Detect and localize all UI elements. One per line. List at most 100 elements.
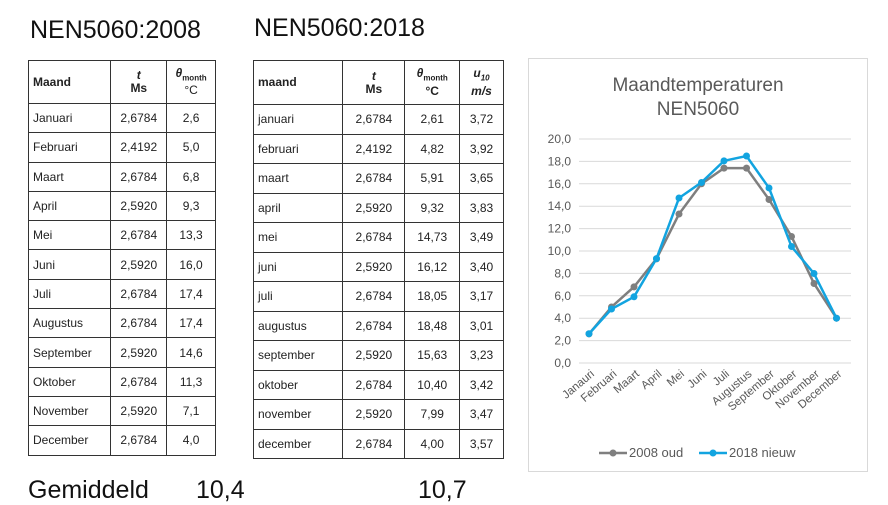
- x-tick-label: Mei: [665, 368, 687, 389]
- cell-theta: 13,3: [166, 220, 216, 251]
- cell-t: 2,6784: [342, 428, 406, 459]
- cell-u10: 3,40: [459, 251, 504, 282]
- cell-theta: 11,3: [166, 366, 216, 397]
- cell-u10: 3,72: [459, 104, 504, 135]
- table-row: september 2,5920 15,63 3,23: [252, 340, 504, 371]
- cell-t: 2,5920: [110, 395, 168, 427]
- average-2008: 10,4: [196, 476, 245, 504]
- table-row: augustus 2,6784 18,48 3,01: [252, 310, 504, 341]
- y-tick-label: 16,0: [548, 177, 572, 191]
- cell-t: 2,6784: [342, 281, 406, 312]
- cell-theta: 2,61: [404, 104, 460, 135]
- cell-month: november: [252, 399, 344, 430]
- cell-t: 2,4192: [110, 132, 168, 163]
- cell-theta: 17,4: [166, 308, 216, 339]
- cell-u10: 3,01: [459, 310, 504, 341]
- cell-t: 2,5920: [342, 192, 406, 223]
- cell-u10: 3,47: [459, 399, 504, 430]
- y-tick-label: 6,0: [554, 289, 571, 303]
- title-2008: NEN5060:2008: [30, 16, 201, 44]
- table-row: maart 2,6784 5,91 3,65: [252, 163, 504, 194]
- cell-t: 2,6784: [110, 425, 168, 456]
- header-maand: Maand: [27, 60, 112, 104]
- chart-container: Maandtemperaturen NEN5060 0,0 2,0 4,0 6,0 8,0 1…: [528, 58, 868, 472]
- cell-month: December: [27, 425, 112, 456]
- header-u10: u10 m/s: [459, 60, 504, 105]
- cell-month: februari: [252, 133, 344, 164]
- table-row: September 2,5920 14,6: [27, 337, 216, 368]
- cell-t: 2,6784: [110, 278, 168, 310]
- table-row: mei 2,6784 14,73 3,49: [252, 222, 504, 253]
- cell-theta: 17,4: [166, 278, 216, 310]
- cell-u10: 3,65: [459, 163, 504, 194]
- legend-marker: [709, 449, 717, 457]
- cell-theta: 7,1: [166, 395, 216, 427]
- cell-t: 2,4192: [342, 133, 406, 164]
- chart-title: NEN5060: [657, 99, 739, 120]
- cell-month: augustus: [252, 310, 344, 341]
- cell-t: 2,6784: [342, 369, 406, 400]
- cell-theta: 18,48: [404, 310, 460, 341]
- cell-month: November: [27, 395, 112, 427]
- cell-month: September: [27, 337, 112, 368]
- cell-theta: 9,32: [404, 192, 460, 223]
- cell-t: 2,5920: [342, 251, 406, 282]
- legend-label: 2018 nieuw: [729, 445, 796, 460]
- table-2018: maand t Ms θmonth °C u10 m/s januari 2,6784 2…: [252, 60, 504, 459]
- cell-t: 2,6784: [110, 366, 168, 397]
- cell-month: April: [27, 190, 112, 222]
- cell-t: 2,5920: [342, 340, 406, 371]
- cell-month: juni: [252, 251, 344, 282]
- y-tick-label: 10,0: [548, 244, 572, 258]
- cell-theta: 14,73: [404, 222, 460, 253]
- y-tick-label: 4,0: [554, 311, 571, 325]
- cell-month: Oktober: [27, 366, 112, 397]
- cell-t: 2,5920: [110, 337, 168, 368]
- data-point: [810, 270, 818, 278]
- data-point: [765, 184, 773, 192]
- average-label: Gemiddeld: [28, 476, 149, 504]
- cell-t: 2,6784: [110, 102, 168, 134]
- x-tick-label: Maart: [612, 368, 643, 397]
- header-theta: θmonth °C: [166, 60, 216, 104]
- cell-theta: 16,12: [404, 251, 460, 282]
- cell-theta: 6,8: [166, 161, 216, 192]
- cell-t: 2,5920: [342, 399, 406, 430]
- table-row: Mei 2,6784 13,3: [27, 220, 216, 251]
- table-row: Oktober 2,6784 11,3: [27, 366, 216, 397]
- cell-month: september: [252, 340, 344, 371]
- cell-month: oktober: [252, 369, 344, 400]
- data-point: [788, 232, 795, 240]
- x-tick-label: Juni: [686, 368, 710, 391]
- cell-t: 2,6784: [342, 104, 406, 135]
- cell-month: Juni: [27, 249, 112, 280]
- cell-month: mei: [252, 222, 344, 253]
- cell-month: maart: [252, 163, 344, 194]
- data-point: [698, 178, 705, 186]
- chart-title: Maandtemperaturen: [612, 75, 783, 96]
- cell-t: 2,6784: [342, 163, 406, 194]
- table-row: december 2,6784 4,00 3,57: [252, 428, 504, 459]
- cell-theta: 18,05: [404, 281, 460, 312]
- series-line-1: [588, 154, 838, 335]
- table-row: April 2,5920 9,3: [27, 190, 216, 222]
- data-point: [653, 255, 660, 263]
- cell-t: 2,6784: [110, 161, 168, 192]
- x-tick-label: April: [639, 368, 664, 392]
- series-line-0: [588, 166, 838, 335]
- y-tick-label: 20,0: [548, 132, 572, 146]
- cell-u10: 3,92: [459, 133, 504, 164]
- cell-theta: 4,0: [166, 425, 216, 456]
- table-row: juli 2,6784 18,05 3,17: [252, 281, 504, 312]
- table-row: December 2,6784 4,0: [27, 425, 216, 456]
- table-row: juni 2,5920 16,12 3,40: [252, 251, 504, 282]
- header-theta: θmonth °C: [404, 60, 460, 105]
- table-row: januari 2,6784 2,61 3,72: [252, 104, 504, 135]
- data-point: [630, 283, 638, 291]
- table-row: Juni 2,5920 16,0: [27, 249, 216, 280]
- table-row: Maart 2,6784 6,8: [27, 161, 216, 192]
- cell-u10: 3,42: [459, 369, 504, 400]
- cell-t: 2,5920: [110, 249, 168, 280]
- cell-u10: 3,23: [459, 340, 504, 371]
- cell-theta: 16,0: [166, 249, 216, 280]
